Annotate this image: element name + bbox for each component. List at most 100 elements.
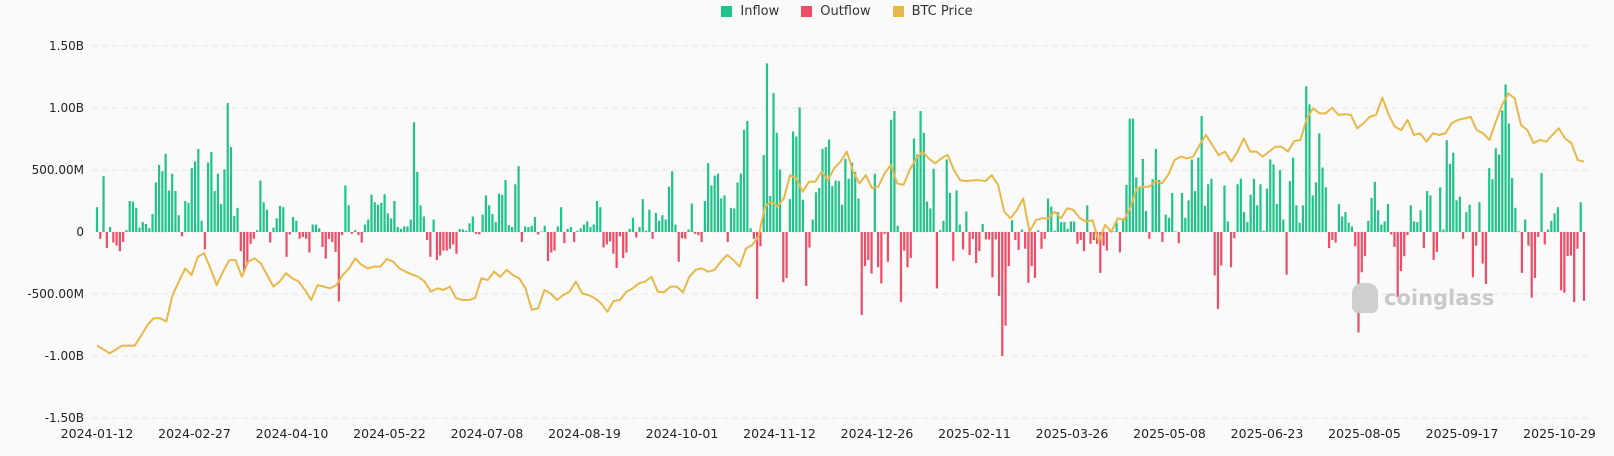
bar-inflow	[893, 111, 896, 232]
bar-outflow	[478, 232, 481, 235]
bar-inflow	[945, 159, 948, 232]
bar-outflow	[442, 232, 445, 251]
bar-outflow	[1285, 232, 1288, 275]
bar-inflow	[687, 229, 690, 232]
bar-inflow	[981, 223, 984, 232]
x-tick-label: 2024-07-08	[451, 426, 524, 441]
bar-inflow	[720, 198, 723, 232]
bar-outflow	[863, 232, 867, 267]
bar-inflow	[1167, 217, 1171, 232]
bar-outflow	[961, 232, 965, 250]
bar-inflow	[929, 208, 932, 232]
bar-inflow	[484, 195, 488, 232]
bar-inflow	[1269, 159, 1272, 232]
bar-outflow	[1390, 232, 1393, 235]
bar-inflow	[497, 193, 501, 232]
bar-outflow	[105, 232, 108, 249]
y-tick-label: -1.00B	[45, 349, 84, 363]
bar-inflow	[1056, 212, 1059, 232]
bar-inflow	[229, 147, 233, 232]
bar-outflow	[1040, 232, 1043, 249]
bar-inflow	[1046, 198, 1050, 232]
bar-outflow	[1406, 232, 1409, 236]
legend-item-btc-price[interactable]: BTC Price	[892, 4, 973, 19]
bar-inflow	[556, 226, 559, 232]
bar-inflow	[393, 201, 396, 232]
bar-inflow	[233, 215, 236, 232]
bar-inflow	[213, 191, 216, 232]
x-tick-label: 2025-09-17	[1426, 426, 1499, 441]
x-tick-label: 2024-04-10	[256, 426, 329, 441]
bar-inflow	[1292, 157, 1295, 232]
bar-inflow	[1517, 231, 1520, 232]
bar-inflow	[1069, 221, 1073, 232]
bar-inflow	[873, 173, 876, 232]
bar-outflow	[112, 232, 115, 243]
bar-inflow	[1556, 207, 1559, 232]
bar-inflow	[834, 180, 837, 232]
bar-inflow	[494, 222, 497, 232]
bar-inflow	[131, 201, 135, 232]
bar-inflow	[644, 230, 648, 232]
bar-outflow	[1001, 232, 1004, 356]
bar-outflow	[308, 232, 311, 253]
bar-outflow	[573, 232, 576, 242]
bar-inflow	[1141, 158, 1144, 232]
bar-inflow	[1337, 204, 1340, 232]
bar-outflow	[475, 232, 478, 234]
bar-outflow	[693, 232, 697, 234]
bar-inflow	[850, 162, 854, 232]
bar-inflow	[383, 194, 386, 232]
y-tick-label: -1.50B	[45, 411, 84, 425]
bar-inflow	[1207, 184, 1210, 232]
bar-outflow	[1435, 232, 1439, 252]
bar-inflow	[1193, 191, 1197, 232]
bar-outflow	[1030, 232, 1033, 267]
bar-inflow	[690, 203, 693, 232]
y-axis-tick-labels: 1.50B 1.00B 500.00M 0 -500.00M -1.00B -1.50B	[27, 39, 84, 425]
bar-outflow	[1327, 232, 1331, 249]
bar-inflow	[1370, 197, 1373, 232]
bar-outflow	[899, 232, 903, 303]
bar-inflow	[416, 171, 419, 232]
bar-inflow	[108, 227, 112, 232]
bar-outflow	[975, 232, 978, 263]
bar-inflow	[1073, 221, 1076, 232]
bar-inflow	[831, 186, 834, 232]
x-tick-label: 2025-03-26	[1036, 426, 1109, 441]
bar-inflow	[1377, 210, 1380, 232]
bar-inflow	[769, 196, 772, 232]
bar-inflow	[1187, 200, 1190, 232]
y-tick-label: 500.00M	[32, 163, 84, 177]
bar-outflow	[608, 232, 612, 242]
bar-outflow	[1573, 232, 1576, 303]
bar-inflow	[1135, 177, 1138, 232]
bar-inflow	[370, 194, 373, 232]
x-tick-label: 2025-06-23	[1231, 426, 1304, 441]
bar-outflow	[1422, 232, 1425, 249]
bar-inflow	[318, 228, 321, 232]
bar-inflow	[1275, 204, 1278, 232]
bar-inflow	[818, 187, 821, 232]
bar-outflow	[1004, 232, 1007, 326]
bar-inflow	[801, 199, 805, 232]
bar-outflow	[563, 232, 566, 244]
bar-inflow	[1347, 222, 1350, 232]
bar-inflow	[1037, 230, 1040, 232]
bar-inflow	[354, 230, 357, 232]
bar-outflow	[1105, 232, 1108, 251]
bar-inflow	[1010, 220, 1014, 232]
bar-outflow	[1481, 232, 1484, 264]
bar-inflow	[367, 219, 370, 232]
bar-inflow	[1115, 222, 1118, 232]
bar-inflow	[932, 168, 935, 232]
bar-inflow	[1442, 229, 1445, 232]
bar-inflow	[671, 171, 674, 232]
bar-inflow	[654, 212, 657, 232]
legend-item-outflow[interactable]: Outflow	[801, 4, 871, 19]
y-tick-label: -500.00M	[27, 287, 84, 301]
bar-inflow	[465, 230, 468, 232]
legend-item-inflow[interactable]: Inflow	[721, 4, 779, 19]
bar-inflow	[1086, 205, 1089, 232]
bar-outflow	[605, 232, 608, 245]
